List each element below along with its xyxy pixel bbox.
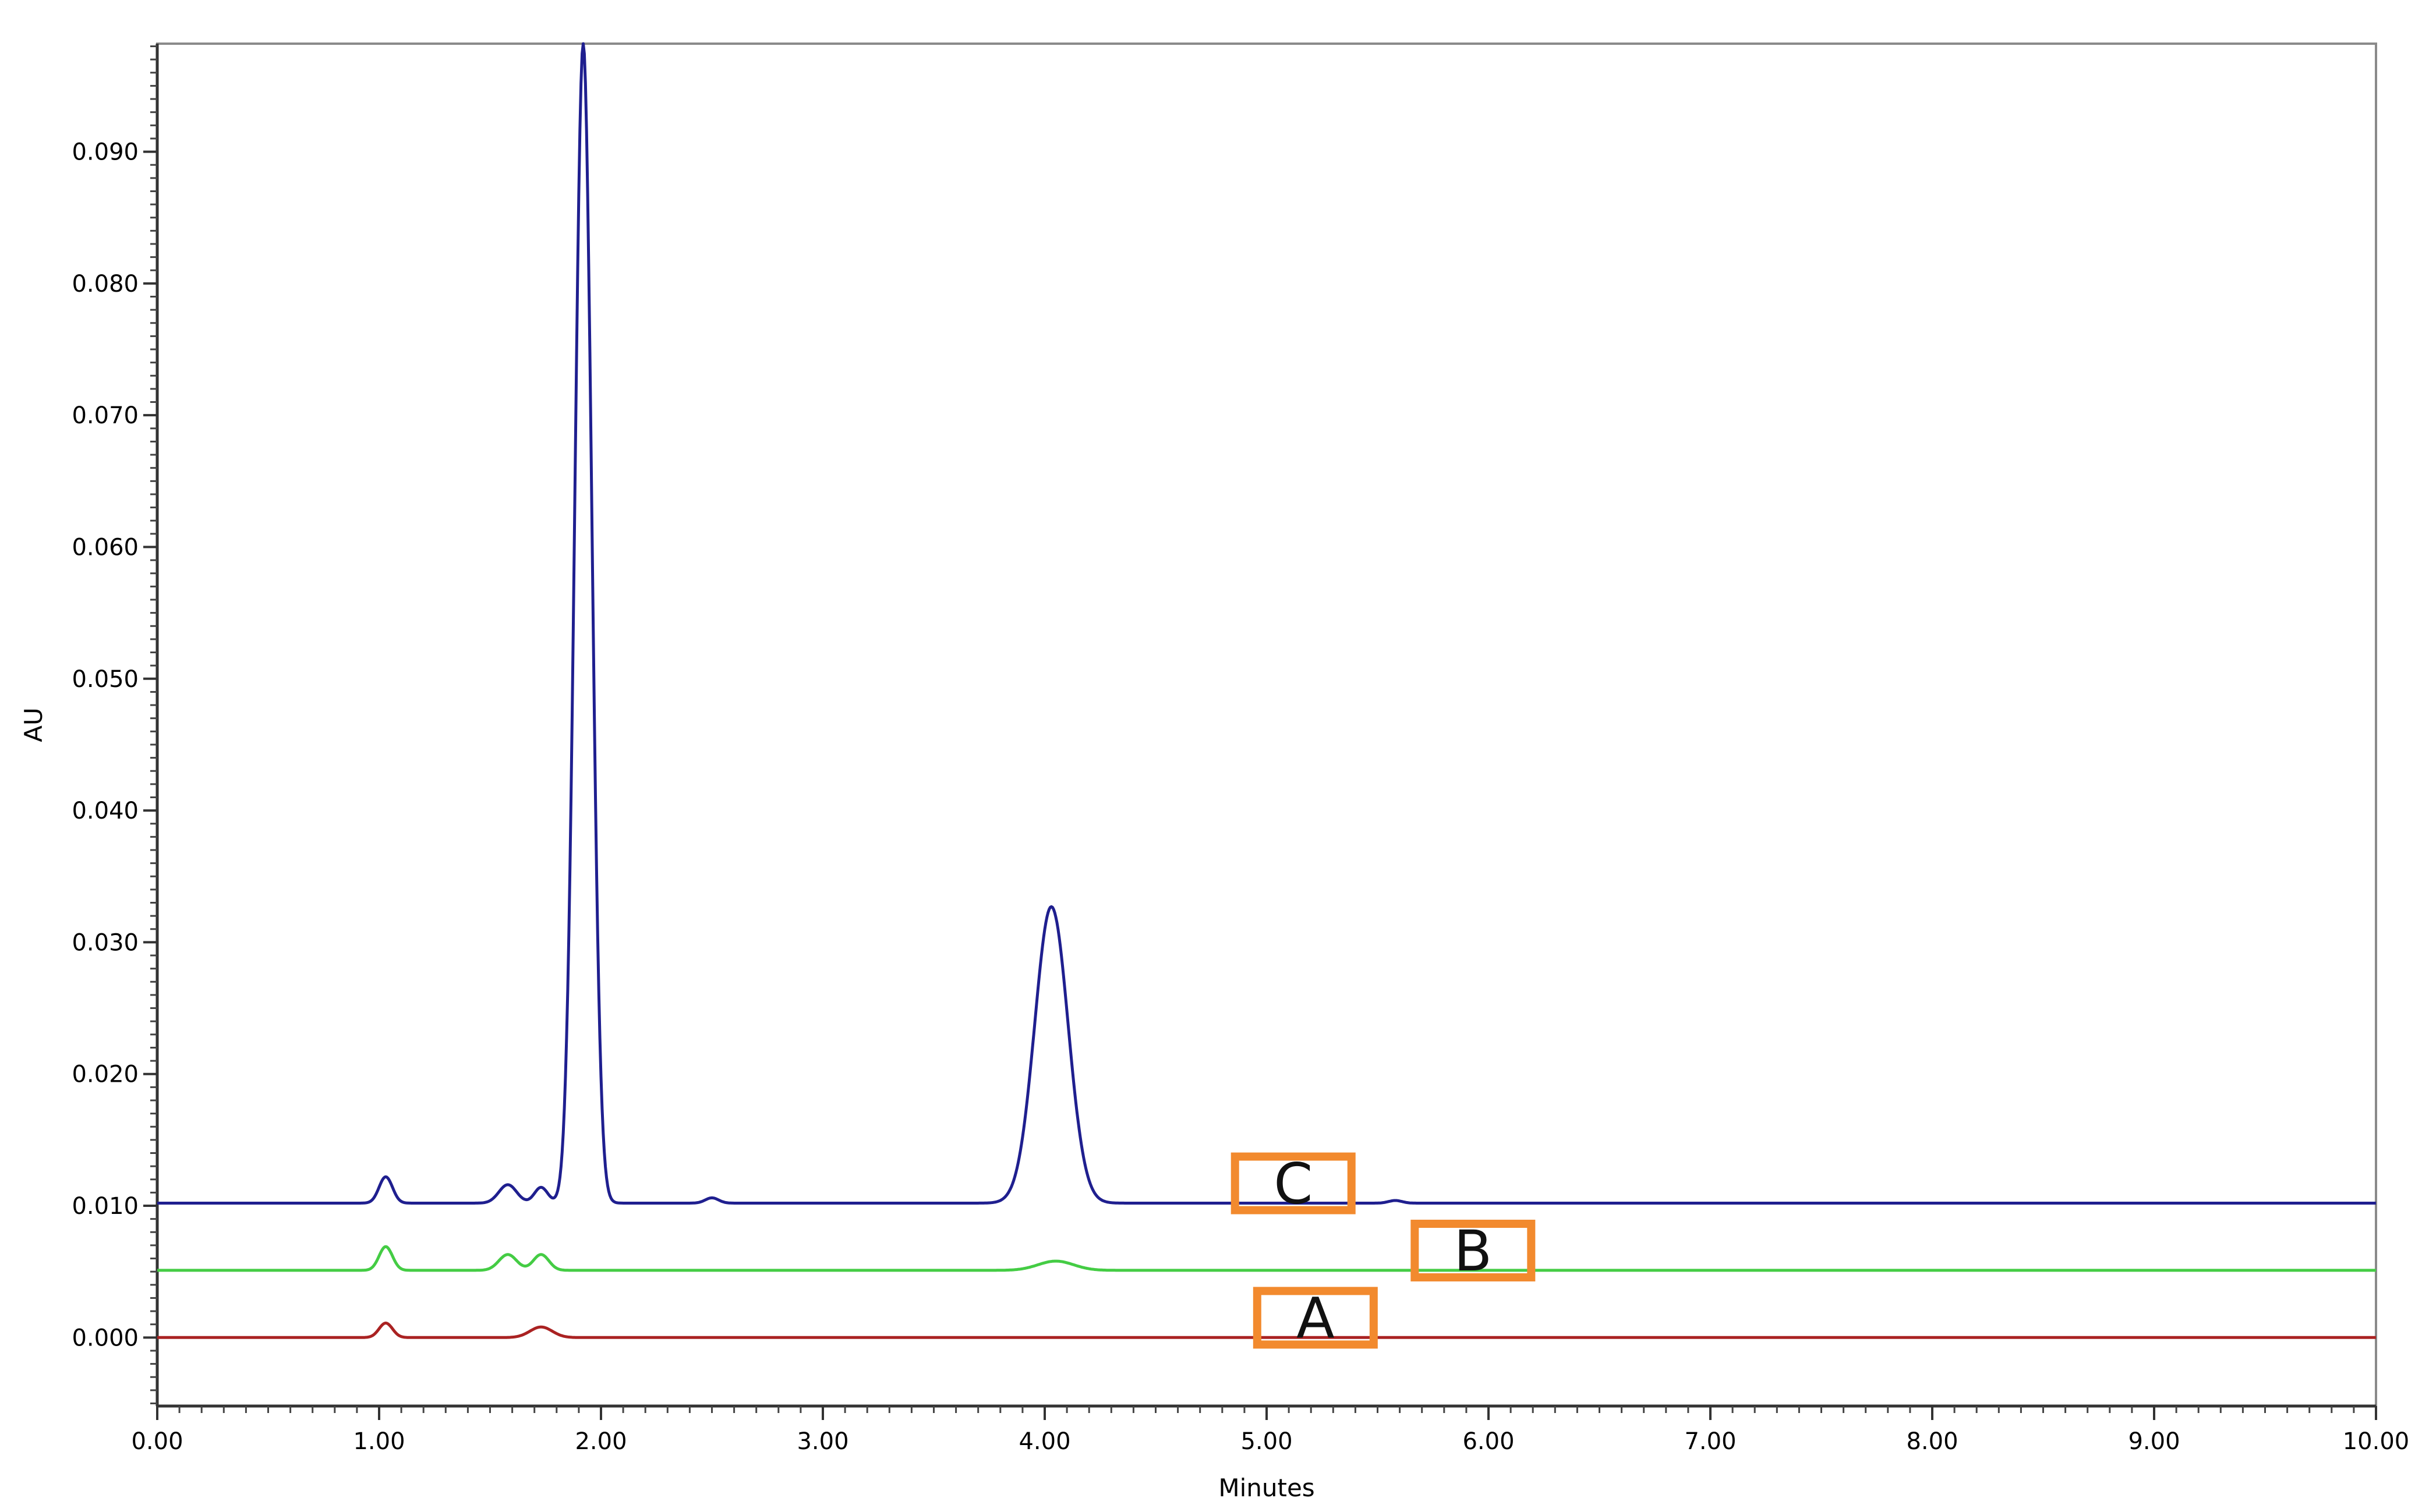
y-tick-label: 0.000 <box>72 1325 139 1351</box>
series-line-A <box>157 1321 2377 1339</box>
series-layer <box>157 42 2377 1339</box>
y-tick-label: 0.060 <box>72 534 139 561</box>
x-tick-label: 4.00 <box>1019 1428 1070 1455</box>
x-tick-label: 0.00 <box>131 1428 183 1455</box>
x-axis-title: Minutes <box>1218 1474 1314 1502</box>
y-tick-label: 0.020 <box>72 1061 139 1088</box>
annotation-C: C <box>1231 1152 1356 1217</box>
x-tick-label: 10.00 <box>2343 1428 2410 1455</box>
x-ticks: 0.00 1.00 2.00 3.00 4.00 5.00 6.00 7.00 8.00 9.00… <box>131 1406 2409 1455</box>
annotation-label: C <box>1274 1152 1313 1217</box>
x-tick-label: 7.00 <box>1684 1428 1736 1455</box>
x-tick-label: 3.00 <box>797 1428 848 1455</box>
x-tick-label: 8.00 <box>1906 1428 1958 1455</box>
x-tick-label: 9.00 <box>2128 1428 2180 1455</box>
annotation-label: B <box>1454 1219 1492 1284</box>
x-tick-label: 5.00 <box>1240 1428 1292 1455</box>
annotation-layer: C B A <box>1231 1152 1536 1351</box>
series-line-B <box>157 1245 2377 1272</box>
minor-ticks <box>150 45 2355 1413</box>
y-tick-label: 0.050 <box>72 666 139 693</box>
y-axis-title: AU <box>19 707 48 742</box>
annotation-box <box>1231 1152 1356 1214</box>
y-ticks: 0.000 0.010 0.020 0.030 0.040 0.050 0.060 0.070… <box>72 139 157 1351</box>
annotation-box <box>1253 1287 1378 1349</box>
y-tick-label: 0.080 <box>72 271 139 298</box>
y-tick-label: 0.030 <box>72 929 139 956</box>
x-tick-label: 6.00 <box>1462 1428 1514 1455</box>
annotation-box <box>1410 1219 1536 1281</box>
x-tick-label: 2.00 <box>575 1428 627 1455</box>
y-tick-label: 0.010 <box>72 1193 139 1220</box>
y-tick-label: 0.070 <box>72 402 139 429</box>
series-line-C <box>157 42 2377 1205</box>
x-tick-label: 1.00 <box>353 1428 405 1455</box>
y-tick-label: 0.040 <box>72 798 139 824</box>
annotation-label: A <box>1296 1286 1335 1351</box>
y-tick-label: 0.090 <box>72 139 139 166</box>
annotation-B: B <box>1410 1219 1536 1284</box>
annotation-A: A <box>1253 1286 1378 1351</box>
